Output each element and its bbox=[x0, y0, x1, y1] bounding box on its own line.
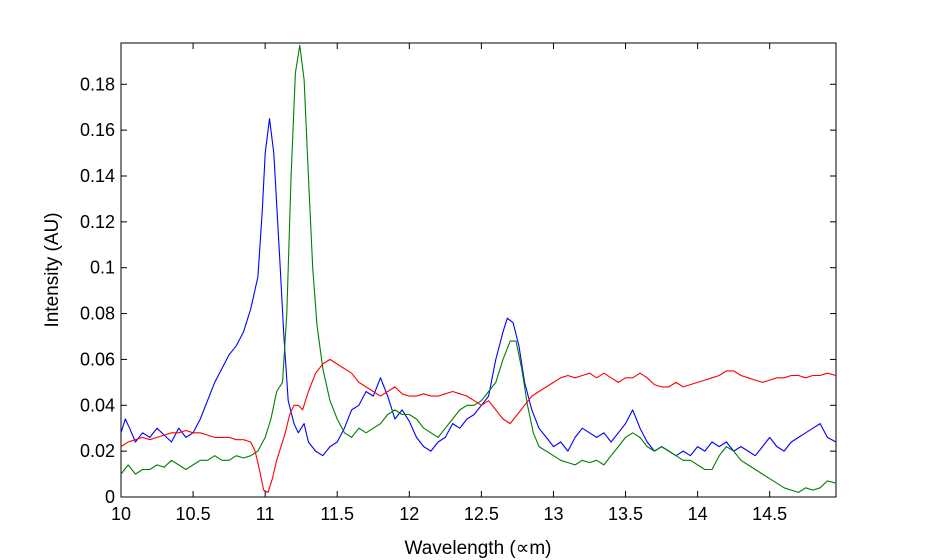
y-tick-label: 0.04 bbox=[80, 395, 115, 415]
y-tick-label: 0.18 bbox=[80, 74, 115, 94]
series-line-3 bbox=[120, 358, 837, 493]
plot-area bbox=[120, 42, 837, 498]
plot-frame bbox=[120, 42, 837, 498]
x-tick-label: 14 bbox=[688, 504, 708, 524]
y-tick-label: 0.06 bbox=[80, 349, 115, 369]
x-tick-label: 10 bbox=[111, 504, 131, 524]
x-axis-ticks: 10 10.5 11 11.5 12 12.5 13 13.5 14 14.5 bbox=[111, 43, 787, 524]
x-tick-label: 14.5 bbox=[752, 504, 787, 524]
y-tick-label: 0 bbox=[105, 487, 115, 507]
x-tick-label: 11.5 bbox=[320, 504, 354, 524]
y-axis-label: Intensity (AU) bbox=[42, 212, 63, 327]
y-tick-label: 0.14 bbox=[80, 166, 115, 186]
series-layer bbox=[120, 44, 837, 493]
x-tick-label: 10.5 bbox=[176, 504, 211, 524]
series-line-2 bbox=[120, 44, 837, 493]
x-tick-label: 12.5 bbox=[464, 504, 499, 524]
y-tick-label: 0.12 bbox=[80, 212, 115, 232]
x-tick-label: 13 bbox=[543, 504, 563, 524]
y-tick-label: 0.1 bbox=[90, 258, 115, 278]
x-axis-label: Wavelength (∝m) bbox=[405, 538, 552, 559]
y-tick-label: 0.08 bbox=[80, 304, 115, 324]
y-tick-label: 0.02 bbox=[80, 441, 115, 461]
y-axis-ticks: 0 0.02 0.04 0.06 0.08 0.1 0.12 0.14 0.16 0.18 bbox=[80, 74, 836, 507]
x-tick-label: 12 bbox=[399, 504, 419, 524]
x-tick-label: 13.5 bbox=[608, 504, 643, 524]
series-line-1 bbox=[120, 118, 837, 457]
y-tick-label: 0.16 bbox=[80, 120, 115, 140]
x-tick-label: 11 bbox=[256, 504, 275, 524]
